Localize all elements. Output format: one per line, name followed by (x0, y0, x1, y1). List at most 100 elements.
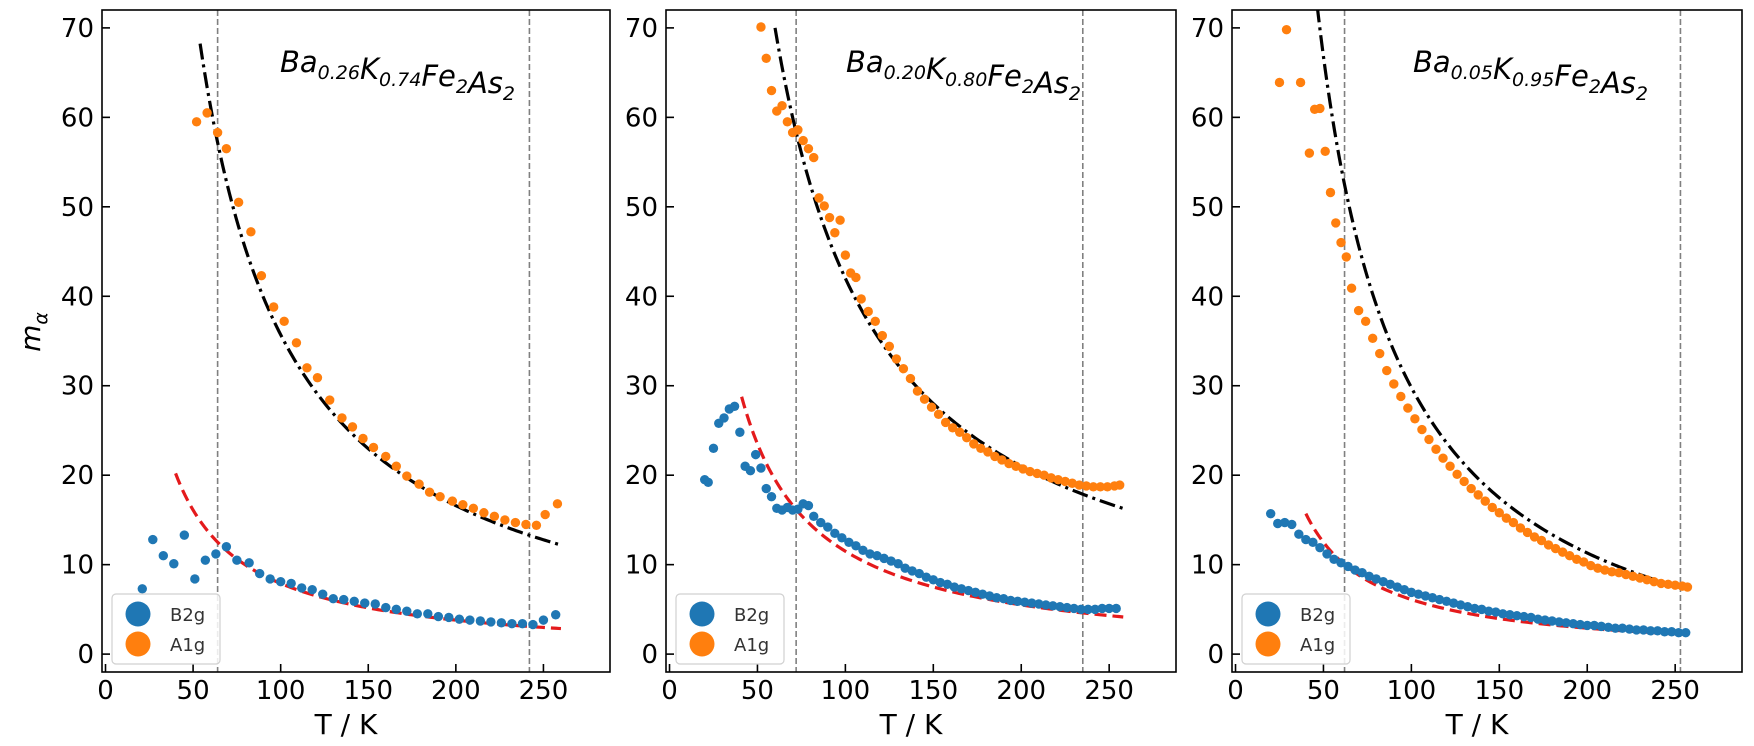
b2g-point (423, 609, 433, 619)
b2g-point (956, 584, 967, 594)
y-axis-label: mα (14, 312, 52, 352)
a1g-point (1088, 482, 1099, 492)
b2g-point (1554, 617, 1564, 627)
a1g-point (798, 135, 808, 146)
a1g-point (1074, 480, 1084, 490)
y-tick-label: 70 (625, 14, 658, 44)
b2g-point (1533, 614, 1543, 624)
a1g-point (954, 427, 965, 437)
b2g-point (858, 545, 868, 556)
b2g-point (1596, 621, 1607, 632)
b2g-point (1013, 596, 1023, 607)
b2g-point (1357, 568, 1367, 578)
a1g-point (891, 354, 902, 364)
b2g-point (1041, 600, 1051, 610)
b2g-point (914, 568, 924, 579)
y-tick-label: 50 (1191, 193, 1224, 223)
b2g-point (211, 549, 221, 559)
b2g-point (1287, 519, 1297, 530)
b2g-point (963, 585, 974, 596)
a1g-point (1621, 569, 1631, 580)
b2g-point (1448, 598, 1459, 608)
a1g-point (1081, 481, 1092, 491)
legend-marker (125, 631, 151, 657)
a1g-point (1304, 148, 1315, 158)
b2g-point (179, 530, 190, 540)
x-tick-label: 150 (343, 676, 393, 706)
x-tick-label: 200 (1562, 676, 1612, 706)
plot-frame (101, 9, 611, 673)
a1g-point (1375, 348, 1385, 359)
plot-frame (665, 9, 1177, 673)
b2g-point (486, 617, 496, 627)
a1g-point (1682, 582, 1693, 592)
a1g-point (1025, 466, 1035, 477)
a1g-point (468, 503, 479, 513)
a1g-point (221, 143, 232, 154)
legend-label: A1g (170, 635, 205, 656)
x-tick-label: 250 (519, 676, 569, 706)
legend-label: A1g (1300, 635, 1335, 656)
a1g-point (814, 193, 824, 203)
b2g-point (1111, 603, 1121, 614)
b2g-point (1441, 596, 1452, 607)
b2g-point (865, 549, 875, 559)
a1g-point (191, 117, 202, 127)
x-tick-label: 0 (1227, 676, 1244, 706)
x-tick-label: 150 (908, 676, 958, 706)
a1g-point (1473, 490, 1483, 500)
panel-title: Ba0.26K0.74Fe2As2 (280, 45, 515, 105)
a1g-point (835, 215, 845, 225)
b2g-point (412, 609, 423, 619)
b2g-point (1638, 625, 1649, 635)
a1g-point (1480, 496, 1490, 506)
a1g-point (424, 487, 435, 497)
a1g-point (1649, 576, 1659, 587)
a1g-fit-curve (773, 27, 1124, 511)
b2g-point (370, 599, 380, 609)
a1g-point (510, 517, 521, 528)
a1g-point (347, 422, 358, 432)
y-tick-label: 40 (625, 282, 658, 312)
a1g-point (1550, 543, 1561, 554)
a1g-point (898, 364, 909, 374)
legend-marker (1255, 601, 1281, 627)
a1g-point (1508, 517, 1519, 528)
b2g-point (1589, 620, 1599, 631)
a1g-point (1410, 414, 1420, 424)
b2g-point (381, 602, 391, 613)
b2g-point (745, 466, 756, 476)
b2g-point (1308, 537, 1318, 547)
b2g-point (761, 483, 771, 494)
b2g-point (803, 500, 814, 511)
panel-title: Ba0.20K0.80Fe2As2 (846, 45, 1081, 105)
a1g-point (1501, 513, 1512, 523)
x-tick-label: 100 (1387, 676, 1437, 706)
b2g-point (433, 611, 444, 622)
a1g-point (803, 143, 814, 154)
legend-marker (1255, 631, 1281, 657)
a1g-point (1635, 573, 1645, 583)
b2g-point (1512, 610, 1522, 621)
a1g-point (919, 394, 930, 404)
a1g-point (1459, 476, 1469, 487)
x-tick-label: 250 (1084, 676, 1134, 706)
a1g-point (268, 302, 279, 312)
a1g-point (479, 508, 489, 518)
legend-label: B2g (170, 605, 205, 626)
b2g-point (1294, 529, 1304, 539)
a1g-point (1607, 567, 1617, 577)
a1g-point (851, 272, 861, 283)
a1g-point (1315, 103, 1325, 114)
a1g-point (870, 316, 880, 327)
a1g-point (1341, 252, 1352, 262)
b2g-point (1540, 615, 1550, 625)
b2g-point (1329, 554, 1339, 564)
b2g-point (1505, 610, 1515, 620)
b2g-point (1568, 618, 1578, 629)
b2g-point (1083, 604, 1093, 615)
b2g-point (1048, 601, 1058, 611)
b2g-point (1322, 549, 1332, 559)
